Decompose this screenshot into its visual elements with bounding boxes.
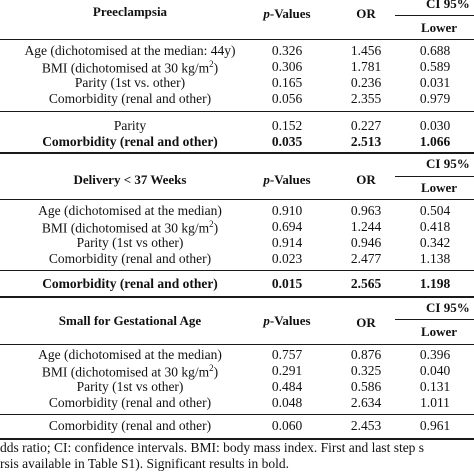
row-or: 0.963: [350, 203, 382, 218]
section-title: Delivery < 37 Weeks: [73, 172, 187, 187]
row-lower: 0.589: [419, 59, 451, 74]
row-or: 1.244: [350, 219, 382, 234]
row-lower: 1.138: [419, 251, 451, 266]
row-p: 0.306: [271, 59, 303, 74]
header-rule: [0, 344, 474, 345]
col-header-p-values: p-Values: [263, 313, 311, 328]
col-header-or: OR: [356, 172, 376, 187]
final-row-lower: 0.961: [419, 418, 451, 433]
final-row-label: Comorbidity (renal and other): [42, 276, 218, 291]
col-header-or: OR: [356, 315, 376, 330]
final-row-label: Comorbidity (renal and other): [42, 134, 218, 149]
section-end-rule: [0, 296, 474, 298]
row-lower: 1.011: [420, 395, 450, 410]
footnote-line-2: rsis available in Table S1). Significant…: [0, 456, 290, 471]
row-lower: 0.418: [419, 219, 451, 234]
row-or: 2.355: [350, 91, 382, 106]
header-rule: [0, 199, 474, 200]
row-p: 0.326: [271, 43, 303, 58]
row-p: 0.484: [271, 379, 303, 394]
row-label: BMI (dichotomised at 30 kg/m2): [41, 219, 219, 236]
ci-rule: [395, 15, 474, 16]
final-row-lower: 1.066: [419, 134, 451, 149]
row-label: Age (dichotomised at the median): [38, 347, 222, 362]
row-label: Comorbidity (renal and other): [48, 91, 212, 106]
final-row-lower: 1.198: [419, 276, 451, 291]
row-label: Comorbidity (renal and other): [48, 395, 212, 410]
row-label: Comorbidity (renal and other): [48, 251, 212, 266]
final-row-p: 0.015: [271, 276, 303, 291]
row-lower: 0.040: [419, 363, 451, 378]
row-p: 0.165: [271, 75, 303, 90]
col-header-or: OR: [356, 6, 376, 21]
col-header-p-values: p-Values: [263, 172, 311, 187]
row-label: Parity (1st vs. other): [74, 75, 186, 90]
col-header-lower: Lower: [420, 20, 458, 35]
final-row-label: Parity: [113, 118, 147, 133]
row-p: 0.291: [271, 363, 303, 378]
section-title: Small for Gestational Age: [58, 313, 202, 328]
row-p: 0.694: [271, 219, 303, 234]
final-row-label: Comorbidity (renal and other): [48, 418, 212, 433]
section-title: Preeclampsia: [92, 4, 168, 19]
row-label: BMI (dichotomised at 30 kg/m2): [41, 59, 219, 76]
row-or: 1.781: [350, 59, 382, 74]
row-or: 0.586: [350, 379, 382, 394]
row-label: Age (dichotomised at the median): [38, 203, 222, 218]
row-p: 0.048: [271, 395, 303, 410]
final-row-or: 0.227: [350, 118, 382, 133]
row-p: 0.023: [271, 251, 303, 266]
row-p: 0.757: [271, 347, 303, 362]
ci-rule: [395, 319, 474, 320]
final-row-p: 0.152: [271, 118, 303, 133]
row-or: 0.946: [350, 235, 382, 250]
row-label: BMI (dichotomised at 30 kg/m2): [41, 363, 219, 380]
col-header-ci: CI 95%: [426, 156, 470, 171]
final-row-p: 0.060: [271, 418, 303, 433]
row-label: Parity (1st vs other): [76, 235, 184, 250]
row-or: 0.325: [350, 363, 382, 378]
col-header-p-values: p-Values: [263, 6, 311, 21]
row-label: Parity (1st vs other): [76, 379, 184, 394]
row-p: 0.910: [271, 203, 303, 218]
row-lower: 0.131: [419, 379, 451, 394]
row-or: 1.456: [350, 43, 382, 58]
row-lower: 0.031: [419, 75, 451, 90]
section-end-rule: [0, 152, 474, 154]
divider-rule: [0, 270, 474, 271]
final-row-lower: 0.030: [419, 118, 451, 133]
header-rule: [0, 39, 474, 40]
final-row-or: 2.513: [350, 134, 382, 149]
final-row-or: 2.565: [350, 276, 382, 291]
col-header-ci: CI 95%: [426, 300, 470, 315]
ci-rule: [395, 176, 474, 177]
row-lower: 0.504: [419, 203, 451, 218]
row-p: 0.056: [271, 91, 303, 106]
row-lower: 0.342: [419, 235, 451, 250]
row-lower: 0.396: [419, 347, 451, 362]
col-header-lower: Lower: [420, 180, 458, 195]
row-or: 0.876: [350, 347, 382, 362]
divider-rule: [0, 111, 474, 112]
final-row-or: 2.453: [350, 418, 382, 433]
row-label: Age (dichotomised at the median: 44y): [24, 43, 236, 58]
row-p: 0.914: [271, 235, 303, 250]
row-or: 2.477: [350, 251, 382, 266]
divider-rule: [0, 414, 474, 415]
row-lower: 0.979: [419, 91, 451, 106]
col-header-lower: Lower: [420, 324, 458, 339]
col-header-ci: CI 95%: [426, 0, 470, 11]
row-lower: 0.688: [419, 43, 451, 58]
row-or: 0.236: [350, 75, 382, 90]
final-row-p: 0.035: [271, 134, 303, 149]
footnote-line-1: dds ratio; CI: confidence intervals. BMI…: [0, 440, 425, 455]
table-bottom-rule: [0, 438, 474, 440]
row-or: 2.634: [350, 395, 382, 410]
